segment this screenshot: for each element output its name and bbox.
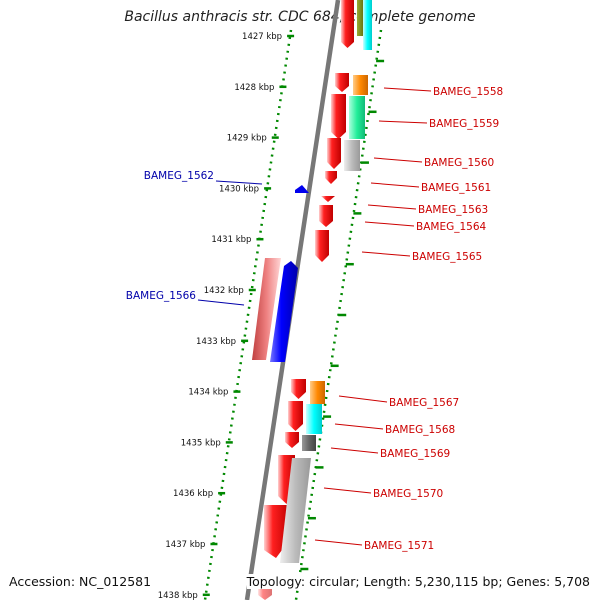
gene-label[interactable]: BAMEG_1558 [433, 86, 503, 98]
gene-label[interactable]: BAMEG_1562 [144, 170, 214, 182]
leader-line [367, 204, 417, 210]
cog-box [363, 0, 372, 50]
leader-line [334, 423, 384, 430]
gene-label[interactable]: BAMEG_1565 [412, 251, 482, 263]
cog-box [252, 258, 281, 360]
leader-line [370, 182, 420, 188]
gene-label[interactable]: BAMEG_1571 [364, 540, 434, 552]
gene-arrow [335, 73, 349, 92]
gene-arrow [288, 401, 303, 431]
kbp-label: 1427 kbp [242, 32, 282, 42]
cog-box [357, 0, 363, 36]
cog-box [302, 435, 316, 451]
leader-line [338, 395, 388, 403]
kbp-label: 1434 kbp [188, 388, 228, 398]
kbp-label: 1428 kbp [234, 83, 274, 93]
gene-arrow [331, 94, 346, 139]
gene-label[interactable]: BAMEG_1569 [380, 448, 450, 460]
leader-line [314, 539, 363, 546]
cog-box [349, 96, 365, 139]
gene-label[interactable]: BAMEG_1570 [373, 488, 443, 500]
kbp-label: 1438 kbp [158, 591, 198, 600]
gene-labels: BAMEG_1558 BAMEG_1559 BAMEG_1560 BAMEG_1561… [126, 86, 503, 552]
cog-box [306, 404, 322, 434]
gene-label[interactable]: BAMEG_1559 [429, 118, 499, 130]
kbp-label: 1433 kbp [196, 337, 236, 347]
kbp-labels: 1427 kbp 1428 kbp 1429 kbp 1430 kbp 1431 kbp… [158, 32, 282, 600]
kbp-label: 1429 kbp [227, 134, 267, 144]
kbp-label: 1435 kbp [181, 438, 221, 448]
gene-arrow [295, 185, 309, 193]
cog-box [344, 140, 360, 171]
left-tick-track [203, 29, 293, 600]
gene-label[interactable]: BAMEG_1567 [389, 397, 459, 409]
leader-lines [197, 87, 432, 546]
gene-label[interactable]: BAMEG_1563 [418, 204, 488, 216]
gene-arrow [315, 230, 329, 262]
gene-arrow [325, 171, 337, 184]
kbp-label: 1437 kbp [165, 540, 205, 550]
cog-box [353, 75, 368, 95]
gene-arrow [270, 261, 298, 362]
cog-box [310, 381, 325, 404]
kbp-label: 1431 kbp [211, 235, 251, 245]
gene-label[interactable]: BAMEG_1568 [385, 424, 455, 436]
leader-line [323, 487, 372, 494]
gene-label[interactable]: BAMEG_1561 [421, 182, 491, 194]
cog-box [280, 458, 311, 563]
gene-arrow [319, 205, 333, 227]
leader-line [215, 180, 263, 185]
gene-label[interactable]: BAMEG_1560 [424, 157, 494, 169]
gene-arrow [341, 0, 354, 48]
kbp-label: 1432 kbp [204, 286, 244, 296]
gene-arrow [285, 432, 299, 448]
cog-color-track [280, 0, 372, 563]
tick-marks [202, 34, 385, 597]
leader-line [361, 251, 411, 257]
map-title: Bacillus anthracis str. CDC 684, complet… [124, 9, 476, 25]
leader-line [373, 157, 423, 163]
kbp-label: 1430 kbp [219, 184, 259, 194]
leader-line [197, 299, 245, 306]
leader-line [364, 221, 415, 227]
topology-label: Topology: circular; Length: 5,230,115 bp… [246, 574, 590, 589]
gene-arrow [321, 196, 335, 202]
gene-label[interactable]: BAMEG_1566 [126, 290, 197, 302]
leader-line [330, 447, 379, 454]
leader-line [378, 120, 428, 124]
gene-arrow [327, 138, 341, 169]
accession-label: Accession: NC_012581 [9, 574, 152, 589]
kbp-label: 1436 kbp [173, 489, 213, 499]
leader-line [383, 87, 432, 92]
reverse-genes [252, 185, 309, 362]
gene-arrow [291, 379, 306, 399]
gene-label[interactable]: BAMEG_1564 [416, 221, 487, 233]
